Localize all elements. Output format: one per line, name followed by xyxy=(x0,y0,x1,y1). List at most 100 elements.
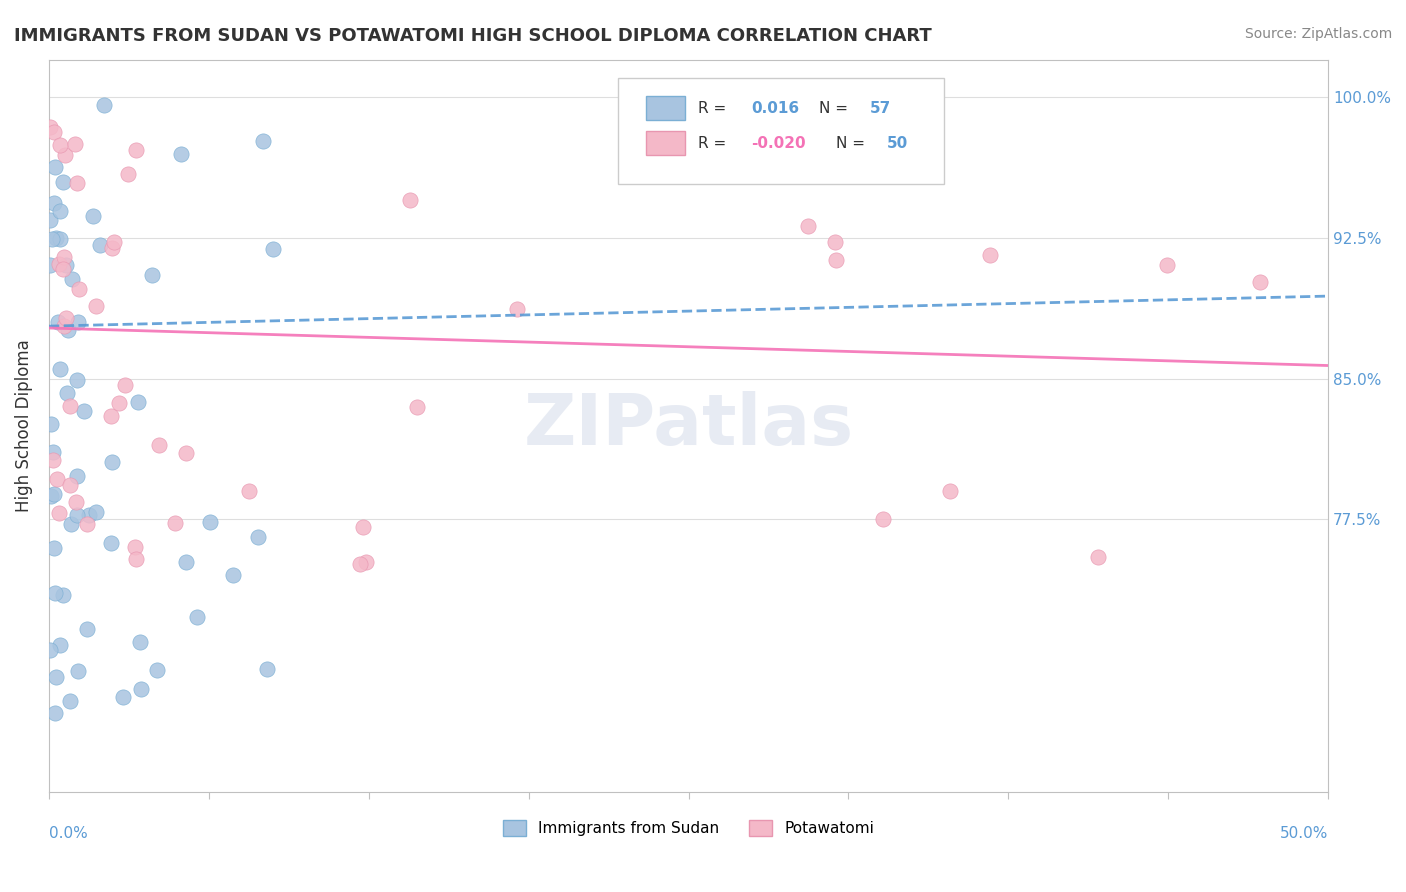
Point xyxy=(398,194,420,208)
Point xyxy=(45,231,67,245)
Point xyxy=(222,567,245,582)
Point xyxy=(1156,258,1178,272)
Text: N =: N = xyxy=(820,101,848,116)
Point xyxy=(66,664,89,678)
FancyBboxPatch shape xyxy=(647,96,685,120)
Text: 50: 50 xyxy=(887,136,908,152)
Point xyxy=(48,232,70,246)
Point xyxy=(89,238,111,252)
Point xyxy=(48,638,70,652)
Point xyxy=(66,315,89,329)
Point xyxy=(73,403,96,417)
Point xyxy=(39,258,62,272)
Point xyxy=(44,196,66,211)
Point xyxy=(49,204,72,219)
Point xyxy=(668,138,690,153)
Text: R =: R = xyxy=(697,136,725,152)
Point xyxy=(824,235,846,249)
Point xyxy=(111,690,134,704)
Point xyxy=(55,385,77,400)
Point xyxy=(939,483,962,498)
Point xyxy=(41,232,63,246)
Text: ZIPatlas: ZIPatlas xyxy=(523,391,853,460)
Point xyxy=(108,395,131,409)
Point xyxy=(60,271,83,285)
Point xyxy=(1087,549,1109,564)
Point xyxy=(506,301,529,316)
Point xyxy=(186,609,208,624)
Point xyxy=(84,505,107,519)
Point xyxy=(49,362,72,376)
Text: 0.0%: 0.0% xyxy=(49,826,87,841)
Point xyxy=(125,551,148,566)
Point xyxy=(93,98,115,112)
Point xyxy=(67,282,90,296)
Point xyxy=(145,664,167,678)
Point xyxy=(49,138,72,153)
Point xyxy=(176,555,198,569)
FancyBboxPatch shape xyxy=(619,78,945,184)
Point xyxy=(42,126,65,140)
Point xyxy=(44,586,66,600)
Point xyxy=(262,242,284,256)
Legend: Immigrants from Sudan, Potawatomi: Immigrants from Sudan, Potawatomi xyxy=(496,814,880,843)
Point xyxy=(60,516,83,531)
Point xyxy=(39,120,62,134)
Point xyxy=(66,176,89,190)
Point xyxy=(82,209,104,223)
Point xyxy=(127,394,149,409)
Point xyxy=(59,477,82,491)
Point xyxy=(65,495,87,509)
Point xyxy=(55,310,77,325)
Point xyxy=(44,541,66,556)
Point xyxy=(129,635,152,649)
Point xyxy=(52,319,75,334)
Point xyxy=(44,160,66,174)
Point xyxy=(65,136,87,151)
Point xyxy=(65,508,87,522)
Point xyxy=(238,483,260,498)
Point xyxy=(354,555,377,569)
Point xyxy=(44,706,66,720)
Point xyxy=(55,258,77,272)
Point xyxy=(125,143,148,157)
Point xyxy=(101,455,124,469)
Point xyxy=(76,516,98,531)
Point xyxy=(825,253,848,268)
Point xyxy=(1249,275,1271,289)
Point xyxy=(979,248,1001,262)
Point xyxy=(103,235,125,249)
Point xyxy=(114,378,136,392)
Point xyxy=(79,508,101,522)
Text: Source: ZipAtlas.com: Source: ZipAtlas.com xyxy=(1244,27,1392,41)
Point xyxy=(148,438,170,452)
Point xyxy=(52,262,75,277)
Point xyxy=(141,268,163,282)
Point xyxy=(124,540,146,554)
Point xyxy=(39,489,62,503)
Point xyxy=(100,409,122,423)
Text: N =: N = xyxy=(835,136,865,152)
Point xyxy=(246,530,269,544)
Point xyxy=(52,250,75,264)
Text: IMMIGRANTS FROM SUDAN VS POTAWATOMI HIGH SCHOOL DIPLOMA CORRELATION CHART: IMMIGRANTS FROM SUDAN VS POTAWATOMI HIGH… xyxy=(14,27,932,45)
Point xyxy=(652,137,675,152)
Point xyxy=(796,219,818,233)
Text: R =: R = xyxy=(697,101,725,116)
Point xyxy=(872,512,894,526)
Point xyxy=(52,175,75,189)
Text: -0.020: -0.020 xyxy=(751,136,806,152)
Point xyxy=(252,134,274,148)
Text: 57: 57 xyxy=(870,101,891,116)
Point xyxy=(406,401,429,415)
Text: 0.016: 0.016 xyxy=(751,101,800,116)
Point xyxy=(53,147,76,161)
Point xyxy=(349,557,371,571)
Point xyxy=(101,242,124,256)
Point xyxy=(117,168,139,182)
Point xyxy=(198,515,221,529)
Point xyxy=(76,622,98,636)
Point xyxy=(45,670,67,684)
Point xyxy=(42,453,65,467)
Point xyxy=(59,400,82,414)
